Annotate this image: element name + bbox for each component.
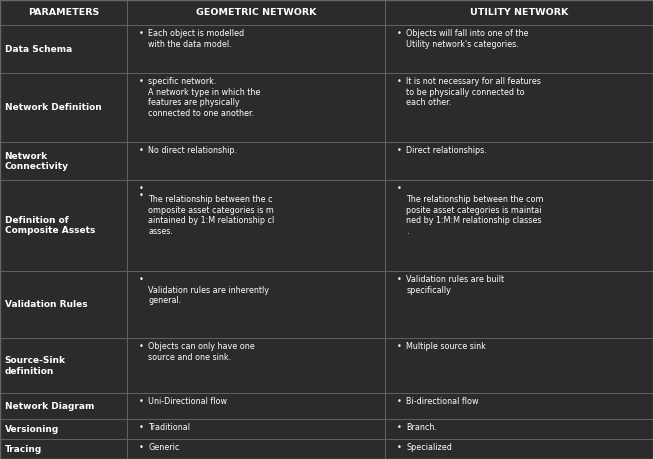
Text: Multiple source sink: Multiple source sink <box>406 342 486 351</box>
Text: •: • <box>139 423 144 432</box>
Text: Network Diagram: Network Diagram <box>5 402 94 411</box>
Text: It is not necessary for all features
to be physically connected to
each other.: It is not necessary for all features to … <box>406 77 541 107</box>
Text: The relationship between the c
omposite asset categories is m
aintained by 1:M r: The relationship between the c omposite … <box>148 184 274 236</box>
Text: Versioning: Versioning <box>5 425 59 434</box>
Bar <box>385 25 653 73</box>
Bar <box>385 142 653 180</box>
Bar <box>127 393 385 419</box>
Text: specific network.
A network type in which the
features are physically
connected : specific network. A network type in whic… <box>148 77 261 118</box>
Text: •: • <box>139 146 144 155</box>
Bar <box>385 0 653 25</box>
Bar <box>0 73 127 142</box>
Text: Traditional: Traditional <box>148 423 190 432</box>
Bar <box>385 73 653 142</box>
Text: Source-Sink
definition: Source-Sink definition <box>5 356 65 375</box>
Text: •: • <box>139 29 144 38</box>
Text: No direct relationship.: No direct relationship. <box>148 146 237 155</box>
Text: Direct relationships.: Direct relationships. <box>406 146 487 155</box>
Bar <box>385 393 653 419</box>
Bar <box>385 180 653 271</box>
Text: Tracing: Tracing <box>5 445 42 453</box>
Bar <box>0 393 127 419</box>
Text: •: • <box>397 275 402 284</box>
Bar <box>0 338 127 393</box>
Text: Generic: Generic <box>148 443 180 452</box>
Bar <box>0 439 127 459</box>
Bar <box>127 271 385 338</box>
Text: Objects can only have one
source and one sink.: Objects can only have one source and one… <box>148 342 255 362</box>
Text: •: • <box>139 184 144 193</box>
Bar <box>127 25 385 73</box>
Text: •: • <box>397 77 402 86</box>
Text: Specialized: Specialized <box>406 443 452 452</box>
Text: Branch.: Branch. <box>406 423 437 432</box>
Bar <box>385 271 653 338</box>
Bar <box>127 73 385 142</box>
Bar <box>127 419 385 439</box>
Bar <box>0 0 127 25</box>
Text: Network Definition: Network Definition <box>5 103 101 112</box>
Text: Validation Rules: Validation Rules <box>5 300 88 309</box>
Text: •: • <box>397 397 402 406</box>
Bar <box>0 25 127 73</box>
Text: •: • <box>139 190 144 200</box>
Bar <box>385 439 653 459</box>
Text: UTILITY NETWORK: UTILITY NETWORK <box>470 8 568 17</box>
Bar <box>127 180 385 271</box>
Bar <box>385 338 653 393</box>
Bar <box>127 142 385 180</box>
Text: •: • <box>397 423 402 432</box>
Text: GEOMETRIC NETWORK: GEOMETRIC NETWORK <box>196 8 317 17</box>
Bar <box>0 271 127 338</box>
Text: •: • <box>397 443 402 452</box>
Bar <box>127 439 385 459</box>
Bar <box>0 419 127 439</box>
Text: Definition of
Composite Assets: Definition of Composite Assets <box>5 216 95 235</box>
Text: •: • <box>397 342 402 351</box>
Text: Validation rules are built
specifically: Validation rules are built specifically <box>406 275 504 295</box>
Text: Data Schema: Data Schema <box>5 45 72 54</box>
Text: •: • <box>397 29 402 38</box>
Text: Network
Connectivity: Network Connectivity <box>5 151 69 171</box>
Text: •: • <box>397 146 402 155</box>
Text: Bi-directional flow: Bi-directional flow <box>406 397 479 406</box>
Text: Uni-Directional flow: Uni-Directional flow <box>148 397 227 406</box>
Text: •: • <box>139 77 144 86</box>
Text: Objects will fall into one of the
Utility network's categories.: Objects will fall into one of the Utilit… <box>406 29 529 49</box>
Text: Each object is modelled
with the data model.: Each object is modelled with the data mo… <box>148 29 244 49</box>
Text: •: • <box>397 184 402 193</box>
Text: •: • <box>139 342 144 351</box>
Text: PARAMETERS: PARAMETERS <box>28 8 99 17</box>
Text: The relationship between the com
posite asset categories is maintai
ned by 1:M:M: The relationship between the com posite … <box>406 184 544 236</box>
Bar <box>0 142 127 180</box>
Text: •: • <box>139 397 144 406</box>
Bar <box>385 419 653 439</box>
Text: •: • <box>139 275 144 284</box>
Bar <box>127 0 385 25</box>
Bar <box>0 180 127 271</box>
Text: •: • <box>139 443 144 452</box>
Bar <box>127 338 385 393</box>
Text: Validation rules are inherently
general.: Validation rules are inherently general. <box>148 275 269 305</box>
